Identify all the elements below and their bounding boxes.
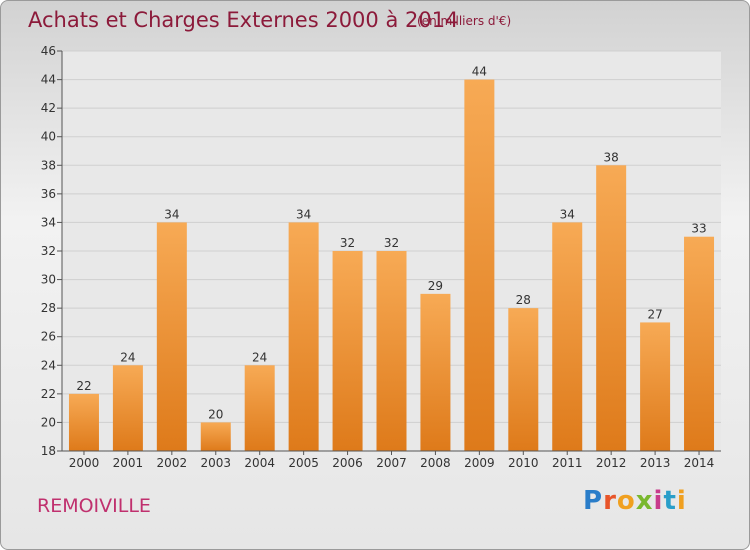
x-tick-label-2000: 2000 xyxy=(69,456,100,470)
y-tick-label: 28 xyxy=(41,301,56,315)
bar-2001 xyxy=(112,365,143,451)
x-tick-label-2010: 2010 xyxy=(508,456,539,470)
bar-2000 xyxy=(68,393,99,451)
proxiti-logo: Proxiti xyxy=(583,486,687,516)
chart-title: Achats et Charges Externes 2000 à 2014 xyxy=(28,8,459,32)
data-label-2010: 28 xyxy=(516,293,531,307)
bar-2005 xyxy=(288,222,319,451)
bar-2004 xyxy=(244,365,275,451)
data-label-2001: 24 xyxy=(120,350,135,364)
data-label-2003: 20 xyxy=(208,407,223,421)
x-tick-label-2002: 2002 xyxy=(157,456,188,470)
bar-2013 xyxy=(640,322,671,451)
bar-2011 xyxy=(552,222,583,451)
chart-subtitle: (en milliers d'€) xyxy=(417,14,512,28)
y-tick-label: 18 xyxy=(41,444,56,458)
x-tick-label-2011: 2011 xyxy=(552,456,583,470)
bar-2002 xyxy=(156,222,187,451)
place-name: REMOIVILLE xyxy=(37,495,151,517)
y-tick-label: 30 xyxy=(41,273,56,287)
data-label-2005: 34 xyxy=(296,207,311,221)
x-tick-label-2005: 2005 xyxy=(288,456,319,470)
y-tick-label: 42 xyxy=(41,101,56,115)
data-label-2007: 32 xyxy=(384,236,399,250)
y-tick-label: 34 xyxy=(41,215,56,229)
data-label-2013: 27 xyxy=(647,307,662,321)
bar-2008 xyxy=(420,293,451,451)
y-tick-label: 40 xyxy=(41,130,56,144)
bar-2009 xyxy=(464,79,495,452)
x-tick-label-2014: 2014 xyxy=(684,456,715,470)
bar-2010 xyxy=(508,308,539,451)
x-tick-label-2009: 2009 xyxy=(464,456,495,470)
bar-2014 xyxy=(684,236,715,451)
y-tick-label: 32 xyxy=(41,244,56,258)
x-tick-label-2006: 2006 xyxy=(332,456,363,470)
x-tick-label-2001: 2001 xyxy=(113,456,144,470)
data-label-2009: 44 xyxy=(472,65,487,79)
y-tick-label: 24 xyxy=(41,358,56,372)
x-tick-label-2013: 2013 xyxy=(640,456,671,470)
y-tick-label: 20 xyxy=(41,415,56,429)
bar-2012 xyxy=(596,165,627,452)
bar-2003 xyxy=(200,422,231,451)
x-tick-label-2008: 2008 xyxy=(420,456,451,470)
data-label-2004: 24 xyxy=(252,350,267,364)
y-tick-label: 26 xyxy=(41,330,56,344)
data-label-2012: 38 xyxy=(604,150,619,164)
y-tick-label: 46 xyxy=(41,44,56,58)
y-tick-label: 38 xyxy=(41,158,56,172)
bar-2006 xyxy=(332,251,363,451)
y-tick-label: 36 xyxy=(41,187,56,201)
data-label-2006: 32 xyxy=(340,236,355,250)
data-label-2011: 34 xyxy=(560,207,575,221)
y-tick-label: 22 xyxy=(41,387,56,401)
x-tick-label-2003: 2003 xyxy=(200,456,231,470)
x-tick-label-2012: 2012 xyxy=(596,456,627,470)
data-label-2000: 22 xyxy=(76,379,91,393)
x-tick-label-2007: 2007 xyxy=(376,456,407,470)
bar-2007 xyxy=(376,251,407,451)
data-label-2002: 34 xyxy=(164,207,179,221)
x-tick-label-2004: 2004 xyxy=(244,456,275,470)
data-label-2008: 29 xyxy=(428,279,443,293)
data-label-2014: 33 xyxy=(691,222,706,236)
y-tick-label: 44 xyxy=(41,73,56,87)
